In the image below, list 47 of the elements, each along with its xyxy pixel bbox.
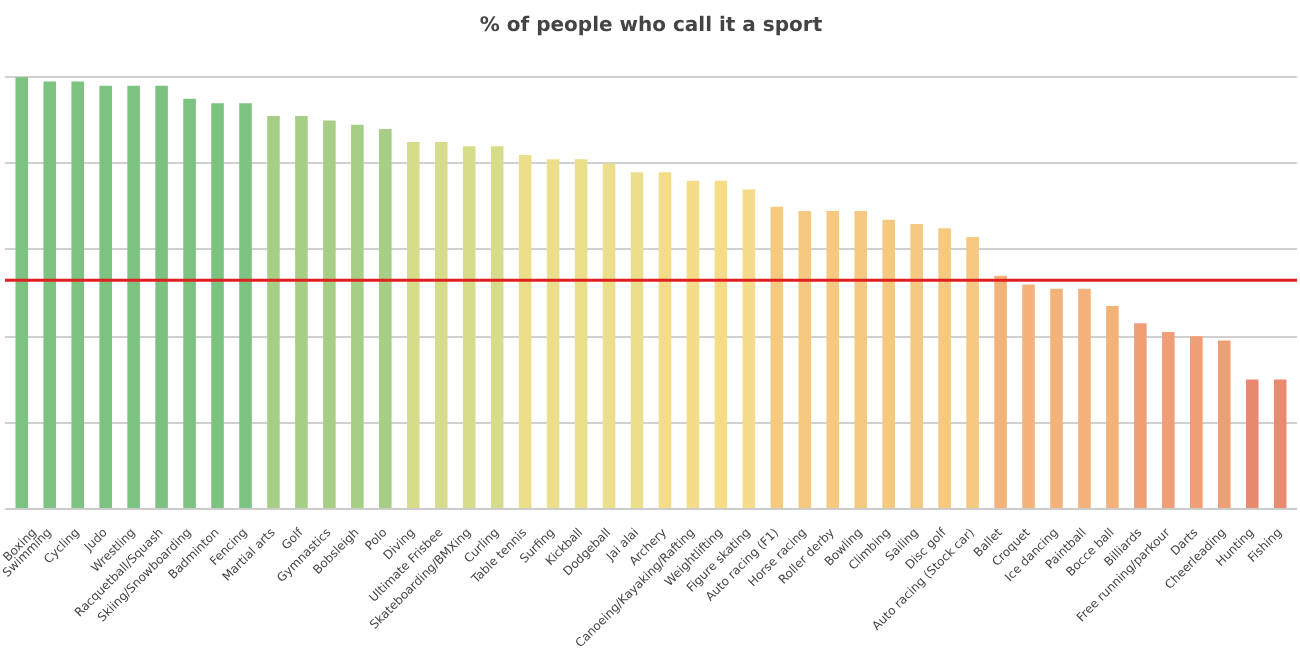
bar: [1022, 284, 1035, 509]
bar: [323, 120, 336, 509]
bar: [910, 224, 923, 509]
bar: [434, 141, 448, 509]
bar: [770, 206, 784, 509]
bar: [183, 98, 196, 509]
bar: [574, 159, 588, 509]
bar: [1273, 379, 1287, 509]
bar: [239, 103, 252, 509]
bar: [546, 159, 560, 509]
bar: [518, 154, 532, 509]
bar: [1106, 306, 1119, 509]
bar: [211, 103, 224, 509]
bar: [71, 81, 84, 509]
chart-title: % of people who call it a sport: [479, 15, 823, 37]
bar: [630, 172, 644, 509]
bar: [462, 146, 476, 509]
bar: [714, 180, 728, 509]
bar: [826, 211, 840, 509]
bar: [295, 116, 308, 509]
bar: [658, 172, 672, 509]
bar: [994, 275, 1007, 509]
bar: [1218, 340, 1231, 509]
bar: [854, 211, 868, 509]
bar: [267, 116, 280, 509]
bar: [1134, 323, 1147, 509]
bar: [15, 77, 29, 509]
bar: [882, 219, 895, 509]
bar: [1078, 288, 1091, 509]
bar: [127, 85, 140, 509]
bar: [407, 141, 420, 509]
bar: [798, 211, 812, 509]
bar: [155, 85, 168, 509]
bar: [99, 85, 112, 509]
bar: [1050, 288, 1063, 509]
bar: [1245, 379, 1259, 509]
bar: [602, 163, 616, 509]
bar: [938, 228, 951, 509]
bar: [1162, 331, 1175, 509]
bar: [351, 124, 364, 509]
bar: [379, 129, 392, 509]
bar: [43, 81, 57, 509]
bar: [490, 146, 504, 509]
bar: [1190, 336, 1203, 509]
bar: [966, 236, 979, 509]
bar: [686, 180, 700, 509]
bar: [742, 189, 756, 509]
